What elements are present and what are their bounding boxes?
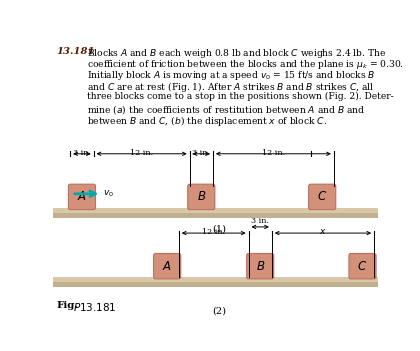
Bar [52, 282, 378, 287]
Text: $x$: $x$ [319, 227, 327, 236]
Bar [52, 213, 378, 218]
Text: coefficient of friction between the blocks and the plane is $\mu_k$ = 0.30.: coefficient of friction between the bloc… [87, 58, 404, 71]
Text: Fig.: Fig. [56, 301, 79, 310]
Text: $\mathit{A}$: $\mathit{A}$ [162, 260, 172, 273]
FancyBboxPatch shape [247, 253, 274, 279]
Text: three blocks come to a stop in the positions shown (Fig. 2). Deter-: three blocks come to a stop in the posit… [87, 91, 394, 100]
Text: 12 in.: 12 in. [262, 149, 285, 157]
Text: (2): (2) [212, 306, 226, 315]
Text: $\it{P13.181}$: $\it{P13.181}$ [73, 301, 116, 313]
Text: and $C$ are at rest (Fig. 1). After $A$ strikes $B$ and $B$ strikes $C$, all: and $C$ are at rest (Fig. 1). After $A$ … [87, 80, 374, 94]
Text: Blocks $A$ and $B$ each weigh 0.8 lb and block $C$ weighs 2.4 lb. The: Blocks $A$ and $B$ each weigh 0.8 lb and… [87, 47, 386, 60]
FancyBboxPatch shape [349, 253, 376, 279]
Text: 13.181: 13.181 [56, 47, 95, 56]
Text: between $B$ and $C$, ($b$) the displacement $x$ of block $C$.: between $B$ and $C$, ($b$) the displacem… [87, 114, 327, 128]
Bar [52, 277, 378, 282]
Text: 12 in.: 12 in. [202, 228, 225, 236]
Text: $v_0$: $v_0$ [103, 188, 114, 199]
Text: (1): (1) [212, 225, 226, 234]
FancyBboxPatch shape [154, 253, 181, 279]
Text: 3 in.: 3 in. [192, 149, 210, 157]
Text: $\mathit{B}$: $\mathit{B}$ [255, 260, 265, 273]
Text: 12 in.: 12 in. [130, 149, 153, 157]
Text: mine ($a$) the coefficients of restitution between $A$ and $B$ and: mine ($a$) the coefficients of restituti… [87, 102, 365, 115]
Text: $\mathit{C}$: $\mathit{C}$ [357, 260, 368, 273]
FancyBboxPatch shape [309, 184, 336, 210]
Text: 3 in.: 3 in. [251, 217, 269, 225]
Text: 3 in.: 3 in. [73, 149, 91, 157]
Bar [52, 208, 378, 213]
Text: $\mathit{B}$: $\mathit{B}$ [197, 190, 206, 203]
Text: $\mathit{C}$: $\mathit{C}$ [317, 190, 327, 203]
Text: $\mathit{A}$: $\mathit{A}$ [77, 190, 87, 203]
Text: Initially block $A$ is moving at a speed $v_0$ = 15 ft/s and blocks $B$: Initially block $A$ is moving at a speed… [87, 69, 375, 82]
FancyBboxPatch shape [68, 184, 95, 210]
FancyBboxPatch shape [188, 184, 215, 210]
